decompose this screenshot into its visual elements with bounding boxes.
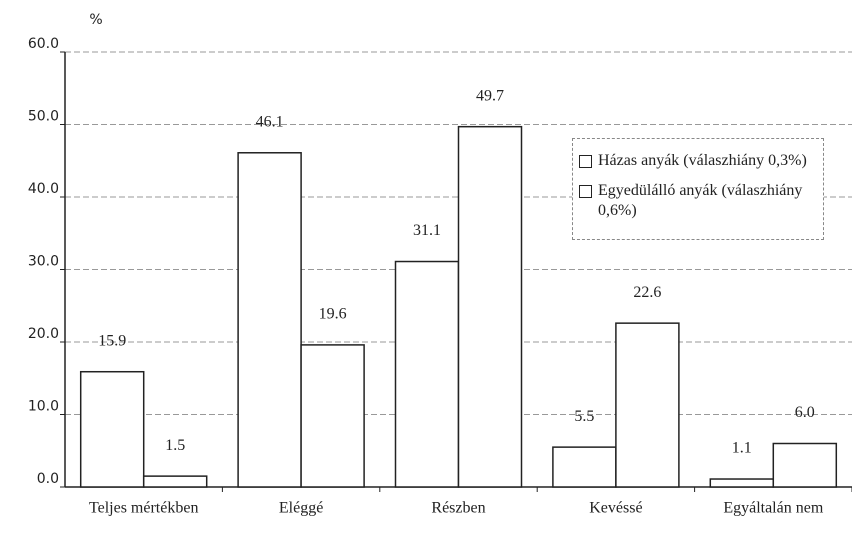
y-tick-label: 30.0 [28, 254, 59, 270]
data-label: 22.6 [633, 284, 661, 301]
bar [552, 446, 617, 488]
legend-swatch [579, 155, 592, 168]
data-label: 1.5 [165, 437, 185, 454]
data-label: 1.1 [732, 440, 752, 457]
data-label: 49.7 [476, 87, 504, 104]
data-label: 46.1 [256, 113, 284, 130]
legend: Házas anyák (válaszhiány 0,3%) Egyedüláll… [572, 138, 824, 240]
bar [79, 370, 145, 488]
data-label: 6.0 [795, 404, 815, 421]
y-tick-label: 60.0 [28, 36, 59, 52]
bar [772, 442, 838, 488]
y-axis-label: % [89, 12, 102, 28]
bar [709, 478, 775, 488]
legend-label: Házas anyák (válaszhiány 0,3%) [598, 152, 807, 169]
data-label: 15.9 [98, 332, 126, 349]
x-tick-label: Kevéssé [589, 500, 642, 517]
bar [237, 152, 302, 488]
legend-swatch [579, 185, 592, 198]
x-tick-label: Részben [431, 500, 485, 517]
y-tick-label: 10.0 [28, 399, 59, 415]
x-tick-label: Eléggé [279, 500, 323, 517]
legend-item: Egyedülálló anyák (válaszhiány 0,6%) [579, 181, 817, 221]
bar [300, 344, 365, 488]
y-tick-label: 0.0 [37, 471, 59, 487]
data-label: 19.6 [319, 306, 347, 323]
x-tick-label: Teljes mértékben [89, 500, 199, 517]
y-tick-label: 40.0 [28, 181, 59, 197]
y-tick-label: 50.0 [28, 109, 59, 125]
y-tick-label: 20.0 [28, 326, 59, 342]
legend-item: Házas anyák (válaszhiány 0,3%) [579, 151, 817, 171]
data-label: 5.5 [574, 408, 594, 425]
bar [142, 475, 208, 488]
bar [615, 322, 680, 488]
data-label: 31.1 [413, 222, 441, 239]
x-tick-label: Egyáltalán nem [723, 500, 824, 517]
bar [394, 260, 460, 488]
legend-label: Egyedülálló anyák (válaszhiány 0,6%) [598, 182, 803, 219]
bar [457, 125, 523, 488]
